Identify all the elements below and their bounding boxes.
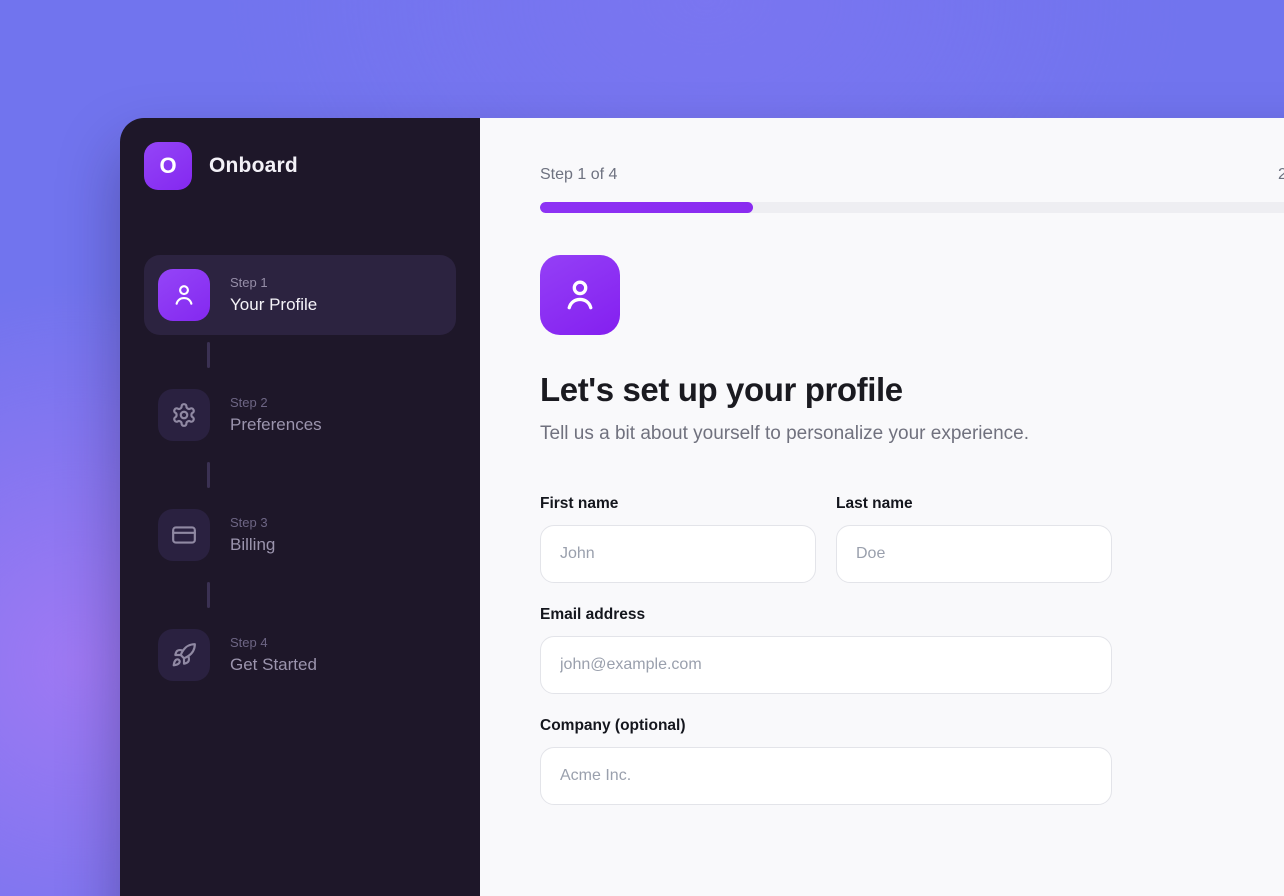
- first-name-label: First name: [540, 495, 619, 512]
- progress-bar-fill: [540, 202, 754, 213]
- step-title: Get Started: [230, 655, 317, 674]
- page-title: Let's set up your profile: [540, 371, 903, 408]
- step-title: Your Profile: [230, 295, 318, 314]
- progress-section: Step 1 of 4 25%: [540, 166, 1284, 213]
- progress-step-label: Step 1 of 4: [540, 166, 618, 183]
- first-name-field[interactable]: [540, 525, 816, 583]
- sidebar-item-billing[interactable]: Step 3 Billing: [144, 495, 456, 575]
- credit-card-icon: [158, 509, 210, 561]
- step-connector: [207, 342, 210, 368]
- main-content: Step 1 of 4 25% Let's set up your profil…: [480, 118, 1284, 896]
- step-kicker: Step 3: [230, 515, 268, 530]
- user-icon: [540, 255, 620, 335]
- email-field[interactable]: [540, 636, 1112, 694]
- email-label: Email address: [540, 606, 646, 623]
- step-kicker: Step 2: [230, 395, 268, 410]
- last-name-field[interactable]: [836, 525, 1112, 583]
- step-connector: [207, 582, 210, 608]
- brand-logo-icon: O: [144, 142, 192, 190]
- company-field[interactable]: [540, 747, 1112, 805]
- sidebar-item-preferences[interactable]: Step 2 Preferences: [144, 375, 456, 455]
- rocket-icon: [158, 629, 210, 681]
- step-kicker: Step 4: [230, 635, 268, 650]
- user-icon: [158, 269, 210, 321]
- gear-icon: [158, 389, 210, 441]
- step-title: Preferences: [230, 415, 322, 434]
- last-name-label: Last name: [836, 495, 913, 512]
- sidebar: O Onboard Step 1 Your Profile Step 2: [120, 118, 480, 896]
- step-nav: Step 1 Your Profile Step 2 Preferences: [144, 255, 456, 695]
- profile-form: First name Last name Email address Compa…: [540, 495, 1112, 805]
- sidebar-item-your-profile[interactable]: Step 1 Your Profile: [144, 255, 456, 335]
- sidebar-item-get-started[interactable]: Step 4 Get Started: [144, 615, 456, 695]
- brand-name: Onboard: [209, 154, 298, 177]
- step-title: Billing: [230, 535, 276, 554]
- progress-percent-label: 25%: [1277, 166, 1284, 183]
- progress-bar-track: [540, 202, 1284, 213]
- company-label: Company (optional): [540, 717, 686, 734]
- step-connector: [207, 462, 210, 488]
- onboarding-window: O Onboard Step 1 Your Profile Step 2: [120, 118, 1284, 896]
- brand: O Onboard: [144, 142, 456, 190]
- page-subtitle: Tell us a bit about yourself to personal…: [540, 423, 1029, 444]
- step-kicker: Step 1: [230, 275, 268, 290]
